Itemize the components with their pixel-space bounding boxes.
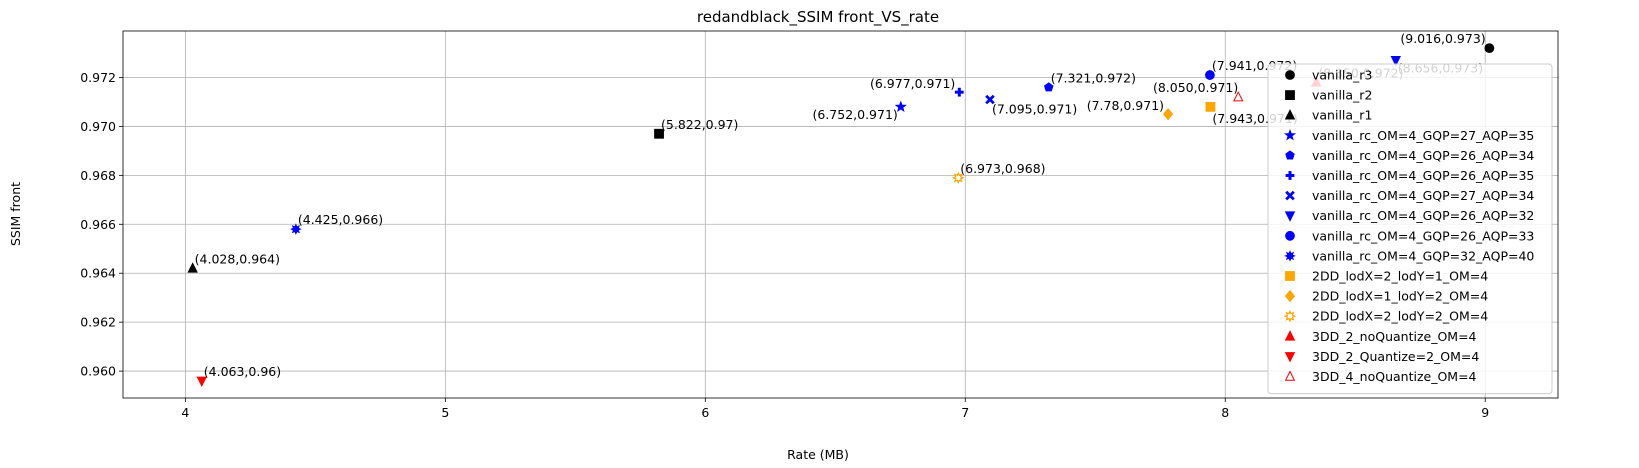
point-annotation: (6.752,0.971) xyxy=(813,107,898,122)
data-point xyxy=(1163,107,1174,121)
point-annotation: (7.095,0.971) xyxy=(992,102,1077,117)
point-annotation: (4.028,0.964) xyxy=(195,251,280,266)
legend-label: 2DD_lodX=2_lodY=2_OM=4 xyxy=(1312,309,1488,324)
data-point xyxy=(1043,82,1054,92)
y-tick-label: 0.966 xyxy=(80,217,116,232)
legend-marker xyxy=(1285,171,1295,180)
data-point xyxy=(894,100,907,112)
point-annotation: (9.016,0.973) xyxy=(1400,31,1485,46)
legend-marker xyxy=(1284,289,1296,303)
data-point xyxy=(1390,56,1401,67)
y-tick-label: 0.968 xyxy=(80,168,116,183)
legend-marker xyxy=(1284,370,1296,381)
data-point xyxy=(196,376,207,387)
point-annotation: (8.050,0.971) xyxy=(1153,80,1238,95)
y-tick-label: 0.970 xyxy=(80,119,116,134)
x-tick-label: 4 xyxy=(181,405,189,420)
legend-marker xyxy=(1285,150,1295,160)
y-axis-label: SSIM front xyxy=(8,182,23,246)
legend-label: vanilla_rc_OM=4_GQP=32_AQP=40 xyxy=(1312,248,1534,263)
legend-label: vanilla_rc_OM=4_GQP=26_AQP=35 xyxy=(1312,168,1534,183)
legend-label: 3DD_4_noQuantize_OM=4 xyxy=(1312,369,1477,384)
data-point xyxy=(187,262,198,273)
data-point xyxy=(1233,90,1244,102)
legend-marker xyxy=(1284,109,1296,120)
legend-label: vanilla_r3 xyxy=(1312,68,1372,83)
tick-labels: 4 5 6 7 8 9 0.960 0.962 0.964 0.966 0.968 0.970 0.97… xyxy=(80,70,1489,420)
data-point xyxy=(985,94,995,105)
legend-label: 3DD_2_Quantize=2_OM=4 xyxy=(1312,349,1479,364)
data-point xyxy=(954,87,964,97)
x-tick-label: 8 xyxy=(1221,405,1229,420)
legend-marker xyxy=(1283,309,1297,323)
x-tick-label: 5 xyxy=(441,405,449,420)
x-tick-label: 7 xyxy=(961,405,969,420)
legend-marker xyxy=(1284,330,1296,341)
data-point xyxy=(951,171,965,185)
plot-frame xyxy=(122,30,1559,399)
point-annotation: (5.822,0.97) xyxy=(661,117,738,132)
point-annotation: (6.977,0.971) xyxy=(870,76,955,91)
point-annotation: (7.78,0.971) xyxy=(1087,98,1164,113)
legend-marker xyxy=(1284,211,1296,222)
legend-label: vanilla_rc_OM=4_GQP=27_AQP=35 xyxy=(1312,128,1534,143)
axes xyxy=(119,30,1559,402)
y-tick-label: 0.962 xyxy=(80,315,116,330)
chart-title: redandblack_SSIM front_VS_rate xyxy=(697,8,939,27)
legend-marker xyxy=(1285,271,1295,281)
data-point xyxy=(290,223,302,235)
y-tick-label: 0.960 xyxy=(80,364,116,379)
data-point xyxy=(1484,43,1495,54)
legend-label: vanilla_rc_OM=4_GQP=26_AQP=33 xyxy=(1312,228,1534,243)
legend-label: 2DD_lodX=1_lodY=2_OM=4 xyxy=(1312,289,1488,304)
legend-marker xyxy=(1284,352,1296,363)
data-point xyxy=(1205,70,1215,80)
legend-label: vanilla_r1 xyxy=(1312,108,1372,123)
y-tick-label: 0.972 xyxy=(80,70,116,85)
x-tick-label: 6 xyxy=(701,405,709,420)
legend-marker xyxy=(1283,128,1297,141)
legend-label: vanilla_rc_OM=4_GQP=26_AQP=32 xyxy=(1312,208,1534,223)
legend-label: vanilla_rc_OM=4_GQP=26_AQP=34 xyxy=(1312,148,1534,163)
x-axis-label: Rate (MB) xyxy=(787,447,849,462)
legend-marker xyxy=(1284,250,1296,262)
x-tick-label: 9 xyxy=(1481,405,1489,420)
point-annotation: (6.973,0.968) xyxy=(960,161,1045,176)
legend: vanilla_r3 vanilla_r2 vanilla_r1 vanilla_rc… xyxy=(1267,63,1553,395)
data-point xyxy=(1205,101,1216,112)
legend-marker xyxy=(1285,90,1295,100)
legend-label: 3DD_2_noQuantize_OM=4 xyxy=(1312,329,1477,344)
legend-marker xyxy=(1285,70,1295,80)
legend-box xyxy=(1267,63,1553,395)
point-annotation: (4.063,0.96) xyxy=(204,364,281,379)
legend-marker xyxy=(1285,190,1295,201)
legend-label: 2DD_lodX=2_lodY=1_OM=4 xyxy=(1312,269,1488,284)
legend-label: vanilla_r2 xyxy=(1312,88,1372,103)
point-annotation: (4.425,0.966) xyxy=(298,212,383,227)
data-point xyxy=(654,128,664,139)
point-annotation: (7.321,0.972) xyxy=(1051,70,1136,85)
legend-label: vanilla_rc_OM=4_GQP=27_AQP=34 xyxy=(1312,188,1534,203)
legend-marker xyxy=(1285,230,1295,241)
y-tick-label: 0.964 xyxy=(80,266,116,281)
